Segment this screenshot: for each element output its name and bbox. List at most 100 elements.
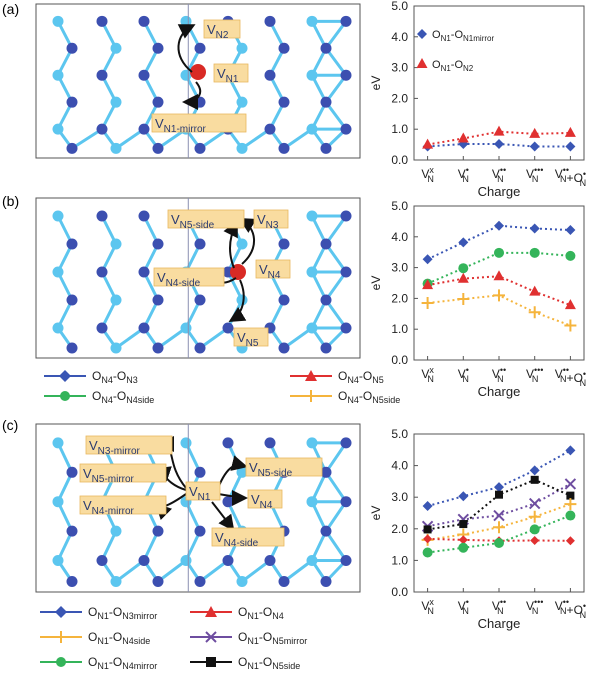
chart-a-series-line-1 <box>427 130 571 146</box>
structure-c-bond <box>240 559 272 583</box>
chart-b-point-3-3 <box>528 306 541 319</box>
structure-c-atom <box>264 437 276 449</box>
chart-c-point-4-1 <box>458 535 468 545</box>
chart-c-point-0-1 <box>458 491 469 502</box>
structure-c-label-v_n3mirror: VN3-mirror <box>85 435 173 457</box>
chart-a-xtick-label: V•• N <box>492 165 506 184</box>
chart-c-point-5-2 <box>494 538 504 549</box>
structure-b-atom <box>152 294 164 306</box>
structure-a-atom <box>278 96 290 108</box>
structure-b-label-text-v_n3: VN3 <box>257 212 279 231</box>
panel-a-letter: (a) <box>2 1 19 17</box>
chart-b-point-1-2 <box>494 247 504 258</box>
panel-c-letter: (c) <box>2 417 18 433</box>
chart-c-ytick-label: 5.0 <box>391 427 408 441</box>
structure-b-atom <box>96 266 108 278</box>
structure-c-label-text-v_n4: VN4 <box>251 492 273 511</box>
chart-b-point-2-4 <box>564 299 576 310</box>
structure-b-bond <box>324 214 348 246</box>
structure-c-atom <box>222 555 234 566</box>
structure-c-atom <box>278 576 290 587</box>
structure-c-atom <box>180 555 192 566</box>
chart-b: 0.0 1.0 2.0 3.0 4.0 5.0 Vx N V• N V•• N V••• N V•• N+O•… <box>369 199 586 399</box>
chart-a-xlabel: Charge <box>478 184 521 199</box>
structure-b-label-text-v_n4side: VN4-side <box>157 270 201 289</box>
structure-c-atom <box>340 437 352 449</box>
chart-b-point-3-4 <box>564 319 577 332</box>
structure-b-atom <box>96 210 108 222</box>
chart-b-series-0 <box>422 220 576 265</box>
chart-b-point-2-2 <box>493 270 505 281</box>
legend-c-marker-0 <box>55 606 67 618</box>
chart-a-ytick-label: 0.0 <box>391 153 408 167</box>
structure-a-atom <box>264 69 276 81</box>
chart-b-xlabel: Charge <box>478 384 521 399</box>
structure-b-label-v_n4side: VN4-side <box>153 267 225 289</box>
chart-c-xlabel: Charge <box>478 616 521 631</box>
structure-a-bond <box>70 127 104 150</box>
structure-b-atom <box>138 322 150 334</box>
structure-b-atom <box>52 210 64 222</box>
chart-c-ytick-label: 2.0 <box>391 522 408 536</box>
chart-b-point-3-1 <box>457 293 470 306</box>
chart-b-point-3-0 <box>421 297 434 310</box>
chart-c-point-3-4 <box>564 498 577 511</box>
chart-a-ytick-label: 3.0 <box>391 61 408 75</box>
chart-b-xtick-label: V• N <box>458 365 469 384</box>
structure-a-bond <box>324 100 348 131</box>
chart-c-point-0-4 <box>565 445 576 456</box>
structure-b-atom <box>194 294 206 306</box>
structure-a-bond <box>240 127 272 150</box>
structure-a-atom <box>152 42 164 54</box>
structure-b-atom <box>52 322 64 334</box>
structure-c-atom <box>52 437 64 449</box>
structure-a-atom <box>96 69 108 81</box>
structure-b-atom <box>66 342 78 354</box>
structure-b-atom <box>66 238 78 250</box>
chart-b-point-2-1 <box>457 272 469 283</box>
structure-a-atom <box>264 15 276 27</box>
chart-a-point-1-0 <box>422 138 434 149</box>
structure-a-atom <box>320 142 332 154</box>
structure-c-atom <box>66 466 78 478</box>
structure-b-atom <box>222 322 234 334</box>
structure-c-label-text-v_n5mirror: VN5-mirror <box>83 466 135 485</box>
chart-c-point-5-0 <box>422 547 433 558</box>
legend-c: ON1-ON3mirror ON1-ON4 ON1-ON4side ON1-ON… <box>40 605 307 671</box>
structure-c-atom <box>194 576 206 587</box>
structure-b-atom <box>306 266 318 278</box>
structure-c-atom <box>222 437 234 449</box>
chart-b-ytick-label: 3.0 <box>391 261 408 275</box>
structure-a-label-text-v_n1: VN1 <box>217 66 239 85</box>
legend-b-label-2: ON4-ON4side <box>92 389 154 405</box>
chart-a-legend-label-0: ON1-ON1mirror <box>432 29 494 43</box>
structure-b-atom <box>194 342 206 354</box>
structure-a-atom <box>66 96 78 108</box>
structure-a-label-text-v_n2: VN2 <box>207 22 229 41</box>
chart-b-point-3-2 <box>493 289 505 302</box>
chart-c-series-0 <box>422 445 576 512</box>
chart-c-point-0-2 <box>494 482 504 493</box>
legend-c-label-3: ON1-ON5mirror <box>238 630 307 646</box>
chart-c-point-2-0 <box>423 525 432 534</box>
structure-a-atom <box>320 96 332 108</box>
structure-b-atom <box>236 238 248 250</box>
structure-b-atom <box>320 294 332 306</box>
structure-c-label-text-v_n4side: VN4-side <box>215 530 259 549</box>
chart-c-series-line-0 <box>427 449 571 508</box>
chart-c-ytick-label: 1.0 <box>391 553 408 567</box>
structure-a-atom <box>340 15 352 27</box>
structure-a-oxygen-atom <box>190 64 206 80</box>
structure-a-atom <box>152 96 164 108</box>
structure-b-atom <box>340 266 352 278</box>
structure-a-atom <box>194 142 206 154</box>
structure-b-arrow <box>228 279 247 323</box>
legend-b-marker-2 <box>60 391 70 401</box>
structure-c-atom <box>66 576 78 587</box>
structure-a-atom <box>180 15 192 27</box>
chart-a-series-0 <box>422 138 576 152</box>
chart-a-series-1 <box>422 125 576 149</box>
legend-b-marker-0 <box>59 370 71 382</box>
structure-a-atom <box>306 123 318 135</box>
